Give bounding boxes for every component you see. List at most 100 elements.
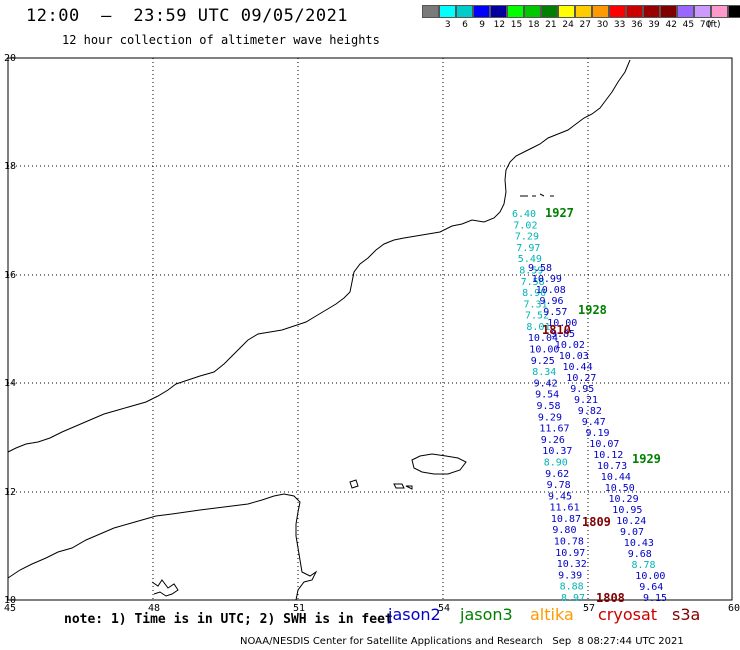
scale-label-spacer — [422, 20, 439, 30]
scale-label: 42 — [665, 20, 677, 30]
color-swatch — [507, 5, 524, 18]
wave-height-label: 10.99 — [532, 274, 562, 285]
x-tick-label: 45 — [4, 603, 16, 614]
wave-height-label: 9.58 — [528, 263, 552, 274]
legend-jason3: jason3 — [460, 605, 513, 624]
satellite-track-b: 9.5810.9910.089.969.5710.009.8510.0210.0… — [528, 263, 667, 604]
wave-height-label: 9.45 — [548, 491, 572, 502]
wave-height-label: 9.64 — [639, 582, 663, 593]
wave-height-label: 8.59 — [519, 266, 543, 277]
wave-height-label: 9.54 — [535, 390, 559, 401]
pass-time-label: 1929 — [632, 452, 661, 466]
scale-label: 6 — [462, 20, 468, 30]
wave-height-label: 9.57 — [543, 307, 567, 318]
wave-height-label: 10.87 — [551, 514, 581, 525]
scale-label: 9 — [479, 20, 486, 30]
x-tick-label: 60 — [728, 603, 740, 614]
wave-height-label: 10.32 — [557, 559, 587, 570]
wave-height-label: 9.85 — [551, 329, 575, 340]
wave-height-label: 9.39 — [558, 570, 582, 581]
wave-height-label: 5.49 — [518, 254, 542, 265]
y-tick-label: 20 — [4, 53, 16, 64]
wave-height-label: 9.19 — [586, 428, 610, 439]
wave-height-label: 9.82 — [578, 406, 602, 417]
color-swatch — [524, 5, 541, 18]
wave-height-label: 9.21 — [574, 395, 598, 406]
color-swatch — [711, 5, 728, 18]
wave-height-label: 10.03 — [559, 351, 589, 362]
x-tick-label: 57 — [583, 603, 595, 614]
socotra-island — [411, 453, 467, 475]
legend-s3a: s3a — [672, 605, 701, 624]
wave-height-label: 10.00 — [547, 318, 577, 329]
scale-label: 70 — [699, 20, 712, 30]
wave-height-label: 9.78 — [547, 480, 571, 491]
x-tick-label: 51 — [293, 603, 305, 614]
wave-height-label: 10.29 — [609, 494, 639, 505]
wave-height-label: 7.02 — [513, 220, 537, 231]
legend-altika: altika — [530, 605, 574, 624]
wave-height-label: 10.78 — [554, 537, 584, 548]
wave-height-label: 10.44 — [601, 472, 631, 483]
wave-height-label: 8.78 — [632, 560, 656, 571]
wave-height-label: 10.00 — [635, 571, 665, 582]
scale-label: 27 — [579, 20, 591, 30]
wave-height-label: 8.88 — [560, 582, 584, 593]
scale-label: 33 — [613, 20, 626, 30]
satellite-track-a: 6.407.027.297.975.498.597.588.907.317.52… — [512, 209, 587, 604]
axis-labels: 45 48 51 54 57 60 20 18 16 14 12 10 — [4, 53, 740, 614]
color-swatch — [490, 5, 507, 18]
wave-height-label: 8.01 — [526, 322, 550, 333]
wave-height-label: 10.00 — [529, 345, 559, 356]
units-note: note: 1) Time is in UTC; 2) SWH is in fe… — [64, 612, 393, 627]
wave-height-label: 9.80 — [552, 525, 576, 536]
wave-height-label: 10.50 — [605, 483, 635, 494]
wave-height-label: 7.52 — [525, 311, 549, 322]
color-swatch — [422, 5, 439, 18]
wave-height-label: 9.95 — [570, 384, 594, 395]
wave-height-label: 8.90 — [544, 458, 568, 469]
color-swatch — [439, 5, 456, 18]
wave-height-label: 11.67 — [539, 424, 569, 435]
wave-height-label: 9.47 — [582, 417, 606, 428]
y-tick-label: 16 — [4, 270, 16, 281]
wave-height-label: 9.07 — [620, 527, 644, 538]
color-swatch — [456, 5, 473, 18]
scale-label: 24 — [562, 20, 574, 30]
wave-height-label: 9.26 — [541, 435, 565, 446]
pass-time-label: 1810 — [542, 323, 571, 337]
color-swatch — [575, 5, 592, 18]
wave-height-label: 10.12 — [593, 450, 623, 461]
color-swatch — [694, 5, 711, 18]
wave-height-label: 7.97 — [516, 243, 540, 254]
wave-height-label: 10.97 — [555, 548, 585, 559]
wave-height-label: 10.43 — [624, 538, 654, 549]
wave-height-label: 9.29 — [538, 412, 562, 423]
wave-height-label: 10.37 — [542, 446, 572, 457]
scale-label: 21 — [545, 20, 557, 30]
pass-time-label: 1809 — [582, 515, 611, 529]
wave-height-label: 7.31 — [524, 299, 548, 310]
color-swatch — [609, 5, 626, 18]
wave-height-label: 7.29 — [515, 232, 539, 243]
credit-line: NOAA/NESDIS Center for Satellite Applica… — [240, 636, 684, 647]
scale-label: 12 — [493, 20, 506, 30]
legend-cryosat: cryosat — [598, 605, 658, 624]
pass-time-label: 1928 — [578, 303, 607, 317]
wave-height-label: 9.68 — [628, 549, 652, 560]
wave-height-label: 9.25 — [531, 356, 555, 367]
wave-height-label: 10.95 — [612, 505, 642, 516]
x-tick-label: 54 — [438, 603, 450, 614]
coastline-arabia — [7, 59, 631, 453]
wave-height-label: 10.73 — [597, 461, 627, 472]
color-swatch — [558, 5, 575, 18]
wave-height-label: 10.27 — [566, 373, 596, 384]
color-swatch — [592, 5, 609, 18]
color-swatch — [728, 5, 740, 18]
wave-height-label: 10.44 — [563, 362, 593, 373]
y-tick-label: 10 — [4, 595, 16, 606]
y-tick-label: 18 — [4, 161, 16, 172]
wave-height-label: 10.04 — [528, 333, 558, 344]
wave-height-label: 11.61 — [550, 503, 580, 514]
